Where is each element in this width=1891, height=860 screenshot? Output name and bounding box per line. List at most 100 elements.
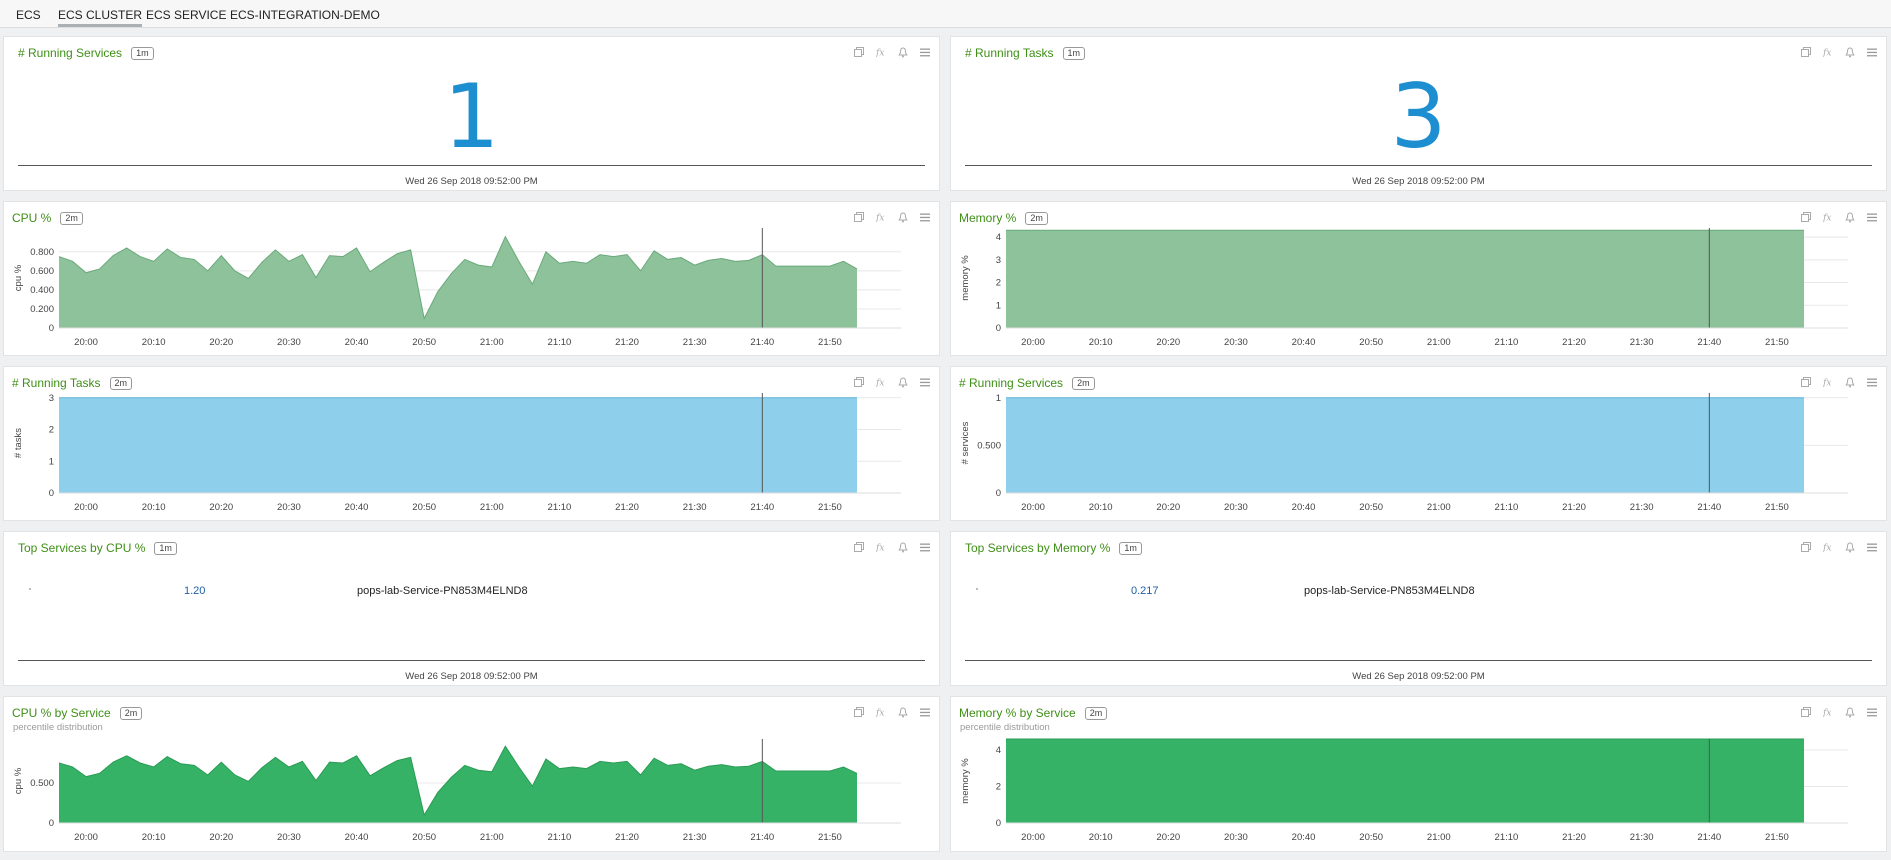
y-tick-label: 0: [996, 323, 1001, 334]
function-icon[interactable]: fx: [875, 541, 887, 553]
menu-icon[interactable]: [919, 706, 931, 718]
tab-ecs-integration-demo[interactable]: ECS-INTEGRATION-DEMO: [230, 8, 380, 22]
panel-title: CPU % by Service 2m: [12, 706, 143, 720]
x-tick-label: 20:40: [345, 337, 369, 348]
running-tasks-chart: 0 1 2 3 20:00 20:10 20:20 20:30 20:40 20:50 21:00 2…: [13, 393, 901, 513]
menu-icon[interactable]: [919, 541, 931, 553]
tab-ecs-service[interactable]: ECS SERVICE: [146, 8, 227, 22]
copy-icon[interactable]: [1800, 211, 1812, 223]
menu-icon[interactable]: [919, 376, 931, 388]
copy-icon[interactable]: [1800, 376, 1812, 388]
big-number-value: 3: [1390, 65, 1447, 168]
y-tick-label: 0.400: [30, 285, 54, 296]
bell-icon[interactable]: [1844, 541, 1856, 553]
panel-title-text: # Running Services: [959, 376, 1064, 390]
menu-icon[interactable]: [1866, 46, 1878, 58]
x-tick-label: 21:30: [1630, 337, 1654, 348]
bell-icon[interactable]: [1844, 706, 1856, 718]
svg-text:fx: fx: [876, 379, 884, 388]
copy-icon[interactable]: [853, 376, 865, 388]
function-icon[interactable]: fx: [1822, 706, 1834, 718]
menu-icon[interactable]: [919, 211, 931, 223]
x-tick-label: 21:10: [1495, 502, 1519, 513]
series-line: [58, 745, 858, 817]
svg-text:fx: fx: [876, 544, 884, 553]
function-icon[interactable]: fx: [1822, 541, 1834, 553]
panel-toolbar: fx: [1800, 45, 1878, 59]
x-tick-label: 21:30: [1630, 832, 1654, 843]
y-tick-label: 1: [49, 456, 54, 467]
bell-icon[interactable]: [1844, 211, 1856, 223]
function-icon[interactable]: fx: [1822, 211, 1834, 223]
divider: [18, 165, 925, 166]
bell-icon[interactable]: [1844, 376, 1856, 388]
bell-icon[interactable]: [1844, 46, 1856, 58]
menu-icon[interactable]: [1866, 541, 1878, 553]
top-service-name[interactable]: pops-lab-Service-PN853M4ELND8: [357, 585, 528, 597]
copy-icon[interactable]: [1800, 541, 1812, 553]
panel-title-text: # Running Tasks: [965, 46, 1054, 60]
copy-icon[interactable]: [853, 706, 865, 718]
x-tick-label: 21:00: [1427, 337, 1451, 348]
tab-ecs[interactable]: ECS: [16, 8, 41, 22]
panel-title: Top Services by Memory % 1m: [965, 541, 1142, 555]
copy-icon[interactable]: [1800, 706, 1812, 718]
function-icon[interactable]: fx: [875, 46, 887, 58]
menu-icon[interactable]: [1866, 211, 1878, 223]
bell-icon[interactable]: [897, 211, 909, 223]
function-icon[interactable]: fx: [1822, 46, 1834, 58]
memory-by-service-chart: 0 2 4 20:00 20:10 20:20 20:30 20:40 20:50 21:00 21…: [960, 738, 1848, 843]
x-tick-label: 20:30: [277, 832, 301, 843]
x-tick-label: 21:50: [818, 337, 842, 348]
function-icon[interactable]: fx: [875, 706, 887, 718]
y-axis-label: # services: [960, 421, 971, 464]
y-tick-label: 0: [996, 488, 1001, 499]
x-tick-label: 20:00: [1021, 502, 1045, 513]
bell-icon[interactable]: [897, 376, 909, 388]
menu-icon[interactable]: [1866, 706, 1878, 718]
copy-icon[interactable]: [1800, 46, 1812, 58]
x-tick-label: 21:20: [1562, 502, 1586, 513]
x-tick-label: 21:20: [615, 337, 639, 348]
timestamp: Wed 26 Sep 2018 09:52:00 PM: [1352, 671, 1485, 682]
y-tick-label: 1: [996, 393, 1001, 404]
panel-title: # Running Tasks 1m: [965, 46, 1086, 60]
top-service-value: 0.217: [1131, 585, 1159, 597]
divider: [965, 660, 1872, 661]
x-tick-label: 20:00: [74, 832, 98, 843]
y-tick-label: 0: [49, 818, 54, 829]
panel-title-text: CPU %: [12, 211, 52, 225]
copy-icon[interactable]: [853, 46, 865, 58]
menu-icon[interactable]: [1866, 376, 1878, 388]
x-tick-label: 20:20: [209, 832, 233, 843]
menu-icon[interactable]: [919, 46, 931, 58]
resolution-badge: 2m: [1084, 707, 1108, 720]
y-tick-label: 2: [996, 781, 1001, 792]
y-axis-label: memory %: [960, 255, 971, 301]
copy-icon[interactable]: [853, 541, 865, 553]
panel-top-services-cpu: Top Services by CPU % 1m fx 1.20 pops-lab…: [3, 531, 940, 686]
resolution-badge: 2m: [1072, 377, 1095, 390]
bell-icon[interactable]: [897, 541, 909, 553]
copy-icon[interactable]: [853, 211, 865, 223]
x-tick-label: 21:40: [750, 832, 774, 843]
panel-title: # Running Tasks 2m: [12, 376, 133, 390]
x-tick-label: 21:00: [1427, 502, 1451, 513]
function-icon[interactable]: fx: [1822, 376, 1834, 388]
bell-icon[interactable]: [897, 706, 909, 718]
top-service-name[interactable]: pops-lab-Service-PN853M4ELND8: [1304, 585, 1475, 597]
y-axis-label: cpu %: [13, 767, 24, 794]
panel-subtitle: percentile distribution: [13, 722, 103, 733]
function-icon[interactable]: fx: [875, 211, 887, 223]
x-tick-label: 20:10: [1089, 502, 1113, 513]
tab-ecs-cluster[interactable]: ECS CLUSTER: [58, 8, 143, 27]
y-tick-label: 2: [49, 425, 54, 436]
panel-title-text: Memory % by Service: [959, 706, 1076, 720]
x-tick-label: 21:40: [750, 502, 774, 513]
function-icon[interactable]: fx: [875, 376, 887, 388]
resolution-badge: 2m: [1025, 212, 1048, 225]
running-services-chart: 0 0.500 1 20:00 20:10 20:20 20:30 20:40 20:50 21:…: [960, 393, 1848, 513]
y-tick-label: 2: [996, 278, 1001, 289]
series-area: [1006, 397, 1804, 493]
bell-icon[interactable]: [897, 46, 909, 58]
